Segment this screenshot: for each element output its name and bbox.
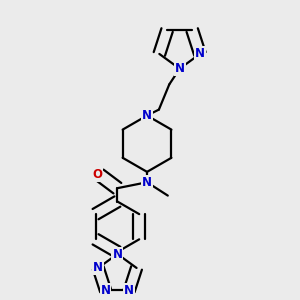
Text: N: N — [195, 47, 205, 60]
Text: N: N — [175, 62, 184, 75]
Text: N: N — [142, 109, 152, 122]
Text: N: N — [142, 176, 152, 189]
Text: N: N — [124, 284, 134, 297]
Text: N: N — [100, 284, 110, 297]
Text: O: O — [92, 168, 102, 181]
Text: N: N — [93, 261, 103, 274]
Text: N: N — [112, 248, 122, 260]
